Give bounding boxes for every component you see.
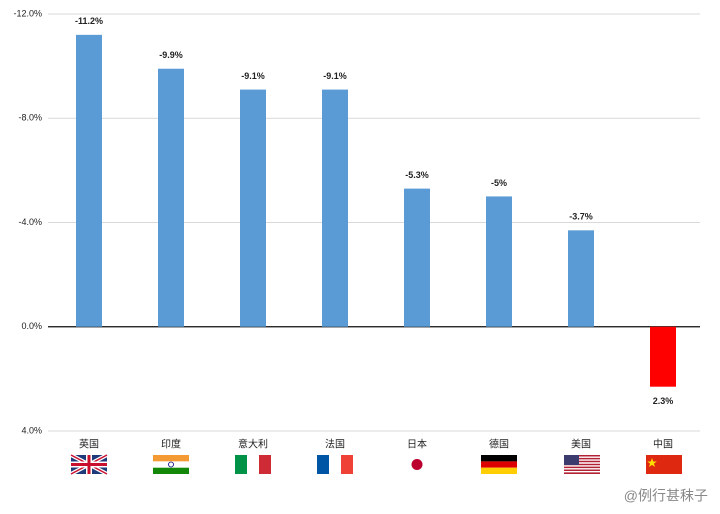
- flag-france: [317, 455, 353, 474]
- x-tick-label: 意大利: [238, 438, 268, 451]
- flag-japan: [399, 455, 435, 474]
- value-label: -3.7%: [569, 212, 593, 222]
- y-tick-label: 4.0%: [21, 425, 42, 435]
- value-label: -9.1%: [323, 71, 347, 81]
- bar: [240, 89, 266, 327]
- flag-usa: [564, 455, 600, 474]
- flags: [70, 453, 682, 476]
- bar: [568, 230, 594, 327]
- x-tick-label: 英国: [79, 438, 99, 451]
- y-tick-label: -4.0%: [18, 217, 42, 227]
- x-tick-label: 德国: [489, 438, 509, 451]
- y-tick-label: -8.0%: [18, 113, 42, 123]
- watermark: @例行甚秣子: [624, 488, 708, 504]
- flag-india: [153, 455, 189, 474]
- bar: [404, 188, 430, 327]
- flag-uk: [70, 453, 108, 476]
- x-tick-label: 美国: [571, 438, 591, 451]
- flag-italy: [235, 455, 271, 474]
- bar: [76, 34, 102, 327]
- x-tick-label: 日本: [407, 438, 427, 451]
- flag-china: [646, 455, 682, 474]
- flag-germany: [481, 455, 517, 474]
- x-tick-label: 法国: [325, 438, 345, 451]
- bar: [158, 68, 184, 327]
- value-label: -9.9%: [159, 50, 183, 60]
- x-tick-label: 印度: [161, 438, 181, 451]
- value-label: -9.1%: [241, 71, 265, 81]
- value-label: 2.3%: [653, 396, 674, 406]
- bar: [486, 196, 512, 327]
- y-tick-label: -12.0%: [13, 8, 42, 18]
- bar: [650, 326, 676, 387]
- value-label: -5.3%: [405, 170, 429, 180]
- bar: [322, 89, 348, 327]
- value-label: -11.2%: [75, 16, 103, 26]
- y-tick-label: 0.0%: [21, 321, 42, 331]
- value-label: -5%: [491, 178, 507, 188]
- x-tick-label: 中国: [653, 438, 673, 451]
